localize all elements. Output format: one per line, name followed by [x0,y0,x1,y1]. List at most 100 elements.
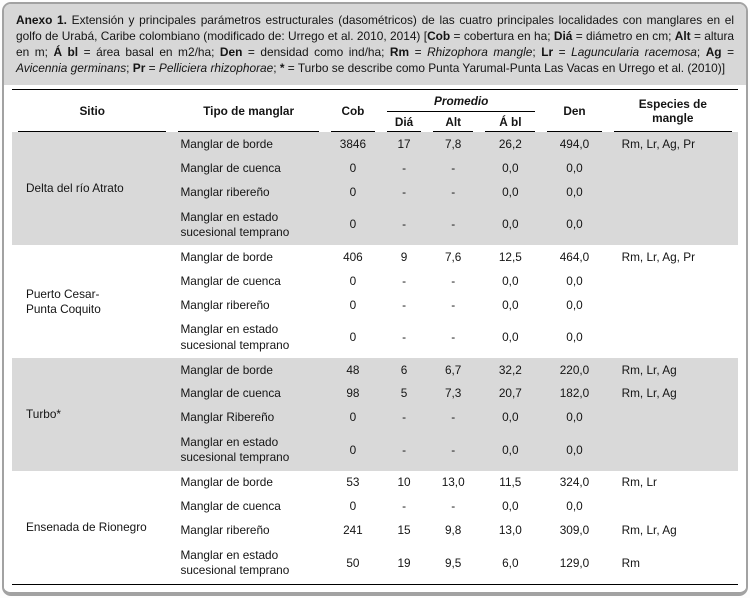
cell-cob: 3846 [324,132,381,157]
header-den: Den [541,89,608,133]
cell-den: 0,0 [541,156,608,181]
cell-den: 0,0 [541,429,608,471]
cell-especies [607,204,738,246]
cell-especies [607,317,738,359]
cell-cob: 48 [324,358,381,383]
cell-dia: - [380,429,428,471]
table-row: Manglar de cuenca 0- -0,0 0,0 [12,494,738,519]
site-name: Delta del río Atrato [12,132,173,246]
cell-cob: 406 [324,245,381,270]
cell-dia: 9 [380,245,428,270]
cell-alt: - [427,429,480,471]
cell-dia: - [380,317,428,359]
table-row: Manglar de cuenca 0- -0,0 0,0 [12,156,738,181]
header-row-columns: Diá Alt Á bl [12,111,738,133]
cell-den: 0,0 [541,204,608,246]
caption-segment: = área basal en m2/ha; [78,45,220,59]
cell-dia: - [380,204,428,246]
caption-segment: Laguncularia racemosa [571,45,697,59]
cell-cob: 0 [324,429,381,471]
cell-abl: 0,0 [479,156,542,181]
caption-segment: = cobertura en ha; [450,29,554,43]
cell-abl: 0,0 [479,269,542,294]
cell-abl: 0,0 [479,429,542,471]
cell-especies: Rm [607,542,738,585]
cell-tipo: Manglar ribereño [172,518,325,543]
cell-tipo: Manglar en estado sucesional temprano [172,317,325,359]
cell-den: 309,0 [541,518,608,543]
caption-segment: Extensión y principales parámetros estru… [16,13,735,43]
cell-abl: 11,5 [479,470,542,495]
cell-cob: 0 [324,293,381,318]
cell-alt: 7,6 [427,245,480,270]
table-row: Ensenada de Rionegro Manglar de borde 53 10… [12,470,738,585]
cell-alt: - [427,494,480,519]
table-wrap: Sitio Tipo de manglar Cob Promedio Den E… [4,85,746,592]
cell-tipo: Manglar en estado sucesional temprano [172,542,325,585]
table-header: Sitio Tipo de manglar Cob Promedio Den E… [12,89,738,133]
caption-segment: ; [696,45,706,59]
cell-alt: - [427,405,480,430]
cell-tipo: Manglar de borde [172,470,325,495]
cell-especies [607,269,738,294]
header-row-promedio: Sitio Tipo de manglar Cob Promedio Den E… [12,89,738,133]
cell-especies [607,429,738,471]
site-name: Turbo* [12,358,173,471]
caption-segment: = altura en m; [16,29,735,59]
header-tipo-de-manglar: Tipo de manglar [172,89,325,133]
cell-dia: - [380,293,428,318]
cell-tipo: Manglar ribereño [172,180,325,205]
cell-abl: 0,0 [479,405,542,430]
cell-especies: Rm, Lr [607,470,738,495]
caption-segment: = densidad como ind/ha; [242,45,390,59]
site-name: Ensenada de Rionegro [12,470,173,585]
cell-alt: 13,0 [427,470,480,495]
header-sitio: Sitio [12,89,173,133]
table-row: Manglar en estado sucesional temprano 0- -… [12,429,738,471]
caption-segment: Anexo 1. [16,13,67,27]
caption-segment: = [721,45,735,59]
cell-den: 494,0 [541,132,608,157]
cell-alt: - [427,269,480,294]
caption: Anexo 1. Extensión y principales parámet… [4,4,746,85]
cell-alt: - [427,204,480,246]
header-cob: Cob [324,89,381,133]
cell-especies: Rm, Lr, Ag, Pr [607,245,738,270]
caption-segment: Lr [541,45,554,59]
cell-abl: 0,0 [479,317,542,359]
table-row: Manglar de cuenca 0- -0,0 0,0 [12,269,738,294]
cell-especies: Rm, Lr, Ag, Pr [607,132,738,157]
cell-den: 0,0 [541,293,608,318]
cell-tipo: Manglar de cuenca [172,156,325,181]
caption-segment: Rhizophora mangle [427,45,533,59]
cell-especies: Rm, Lr, Ag [607,518,738,543]
caption-segment: Avicennia germinans [16,61,127,75]
cell-cob: 50 [324,542,381,585]
cell-especies [607,494,738,519]
caption-segment: Ag [705,45,722,59]
caption-segment: ; [273,61,280,75]
cell-dia: 6 [380,358,428,383]
cell-cob: 0 [324,156,381,181]
caption-segment: = [145,61,159,75]
cell-especies: Rm, Lr, Ag [607,382,738,406]
cell-tipo: Manglar en estado sucesional temprano [172,429,325,471]
cell-den: 0,0 [541,405,608,430]
cell-dia: - [380,269,428,294]
cell-tipo: Manglar de cuenca [172,269,325,294]
cell-alt: 6,7 [427,358,480,383]
cell-dia: 5 [380,382,428,406]
table-row: Manglar ribereño 241 15 9,8 13,0 309,0 Rm, Lr,… [12,518,738,543]
cell-dia: - [380,180,428,205]
cell-den: 0,0 [541,494,608,519]
cell-alt: - [427,180,480,205]
cell-abl: 6,0 [479,542,542,585]
cell-tipo: Manglar de borde [172,245,325,270]
cell-cob: 0 [324,494,381,519]
caption-segment: ; [532,45,542,59]
cell-cob: 0 [324,317,381,359]
mangrove-parameters-table: Sitio Tipo de manglar Cob Promedio Den E… [12,89,738,585]
table-row: Manglar en estado sucesional temprano 0- -… [12,204,738,246]
